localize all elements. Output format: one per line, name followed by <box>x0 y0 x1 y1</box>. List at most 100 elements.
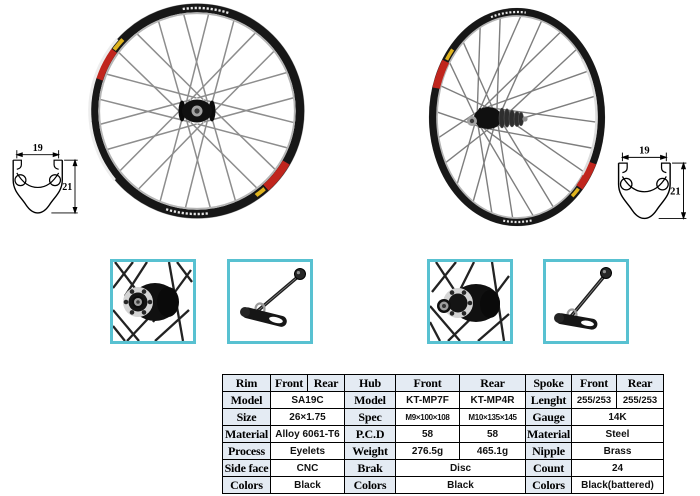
spoke-line <box>134 31 204 101</box>
spec-label: Nipple <box>525 442 572 460</box>
rim-cross-section-right: 19 21 <box>617 146 687 220</box>
spec-label: Model <box>344 391 396 409</box>
spoke-line <box>472 127 495 203</box>
spoke-line <box>207 104 278 172</box>
spec-label: Colors <box>222 476 271 494</box>
rim-decal <box>95 48 117 81</box>
header-rim: Rim <box>222 374 271 392</box>
spoke-line <box>97 99 191 126</box>
spec-cell: KT-MP4R <box>459 391 526 409</box>
rear-rim-decals <box>432 10 598 224</box>
spec-label: Count <box>525 459 572 477</box>
spoke-line <box>185 11 210 105</box>
spec-cell: Steel <box>571 425 664 443</box>
spoke-line <box>158 111 185 204</box>
spec-label: P.C.D <box>344 425 396 443</box>
header-front: Front <box>571 374 617 392</box>
rim-eyelet <box>656 177 669 191</box>
front-hub-closeup <box>112 261 193 342</box>
spec-cell: 24 <box>571 459 664 477</box>
spec-table: Rim Front Rear Hub Front Rear Spoke Fron… <box>222 374 664 494</box>
rim-eyelet <box>619 177 633 191</box>
spoke-line <box>476 26 481 119</box>
skewer-nut <box>600 267 612 279</box>
header-hub: Hub <box>344 374 396 392</box>
spoke-line <box>477 14 522 114</box>
spec-cell: Alloy 6061-T6 <box>270 425 345 443</box>
spec-label: Colors <box>344 476 396 494</box>
spoke-line <box>483 127 572 194</box>
spec-label: Material <box>525 425 572 443</box>
header-front: Front <box>395 374 460 392</box>
rear-hub-thumbnail <box>427 259 513 344</box>
header-rear: Rear <box>307 374 345 392</box>
dim-width-label: 19 <box>33 143 43 154</box>
rear-hub <box>467 107 528 129</box>
spec-label: Side face <box>222 459 271 477</box>
spec-cell: Black(battered) <box>571 476 664 494</box>
spoke-line <box>207 48 277 118</box>
spec-label: Lenght <box>525 391 572 409</box>
spec-label: Colors <box>525 476 572 494</box>
hub-body <box>123 283 179 321</box>
spoke-line <box>203 99 297 124</box>
spec-cell: M9×100×108 <box>395 408 460 426</box>
spoke-line <box>197 71 290 99</box>
header-rear: Rear <box>459 374 526 392</box>
front-wheel-photo <box>88 3 305 219</box>
rim-decal <box>576 161 597 190</box>
spec-cell: SA19C <box>270 391 345 409</box>
rim-decal <box>164 207 208 216</box>
spoke-line <box>478 124 535 218</box>
spec-cell: 58 <box>395 425 460 443</box>
spec-label: Spec <box>344 408 396 426</box>
skewer-lever <box>555 313 598 330</box>
spec-cell: 255/253 <box>616 391 664 409</box>
spoke-line <box>197 123 290 150</box>
spec-label: Brak <box>344 459 396 477</box>
rear-wheel-photo <box>428 7 606 227</box>
spec-cell: M10×135×145 <box>459 408 526 426</box>
rim-decal <box>112 38 125 51</box>
rim-eyelet <box>14 174 27 187</box>
hub-body <box>437 284 500 322</box>
spec-cell: 26×1.75 <box>270 408 345 426</box>
spec-label: Model <box>222 391 271 409</box>
table-row: Side face CNC Brak Disc Count 24 <box>222 459 664 477</box>
spoke-line <box>476 119 493 215</box>
spoke-line <box>190 30 258 101</box>
dim-height-label: 21 <box>670 187 681 198</box>
front-rim-decals <box>88 6 290 216</box>
table-row: Model SA19C Model KT-MP7F KT-MP4R Lenght… <box>222 391 664 409</box>
front-hub <box>178 99 216 123</box>
spoke-line <box>104 72 197 99</box>
spoke-line <box>185 117 212 211</box>
spoke-line <box>184 117 209 211</box>
rim-decal <box>445 48 455 61</box>
rear-hub-closeup <box>428 261 510 342</box>
rim-decal <box>570 187 580 198</box>
spoke-line <box>209 18 236 111</box>
dim-height-label: 21 <box>62 182 72 193</box>
skewer-nut <box>294 268 306 280</box>
spoke-line <box>462 40 494 109</box>
spec-cell: KT-MP7F <box>395 391 460 409</box>
spoke-line <box>496 17 501 112</box>
spoke-line <box>487 70 590 108</box>
rim-decal <box>88 38 119 181</box>
spoke-line <box>182 11 209 105</box>
dimension-height <box>658 161 687 220</box>
skewer-lever <box>241 307 287 327</box>
front-spoke-set <box>97 11 297 211</box>
spec-label: Gauge <box>525 408 572 426</box>
dimension-width <box>620 152 668 162</box>
table-row: Colors Black Colors Black Colors Black(b… <box>222 476 664 494</box>
spec-cell: Black <box>395 476 526 494</box>
spec-cell: Brass <box>571 442 664 460</box>
spoke-line <box>117 104 187 174</box>
header-spoke: Spoke <box>525 374 572 392</box>
spoke-line <box>116 50 187 118</box>
spec-cell: CNC <box>270 459 345 477</box>
spoke-line <box>444 128 490 164</box>
